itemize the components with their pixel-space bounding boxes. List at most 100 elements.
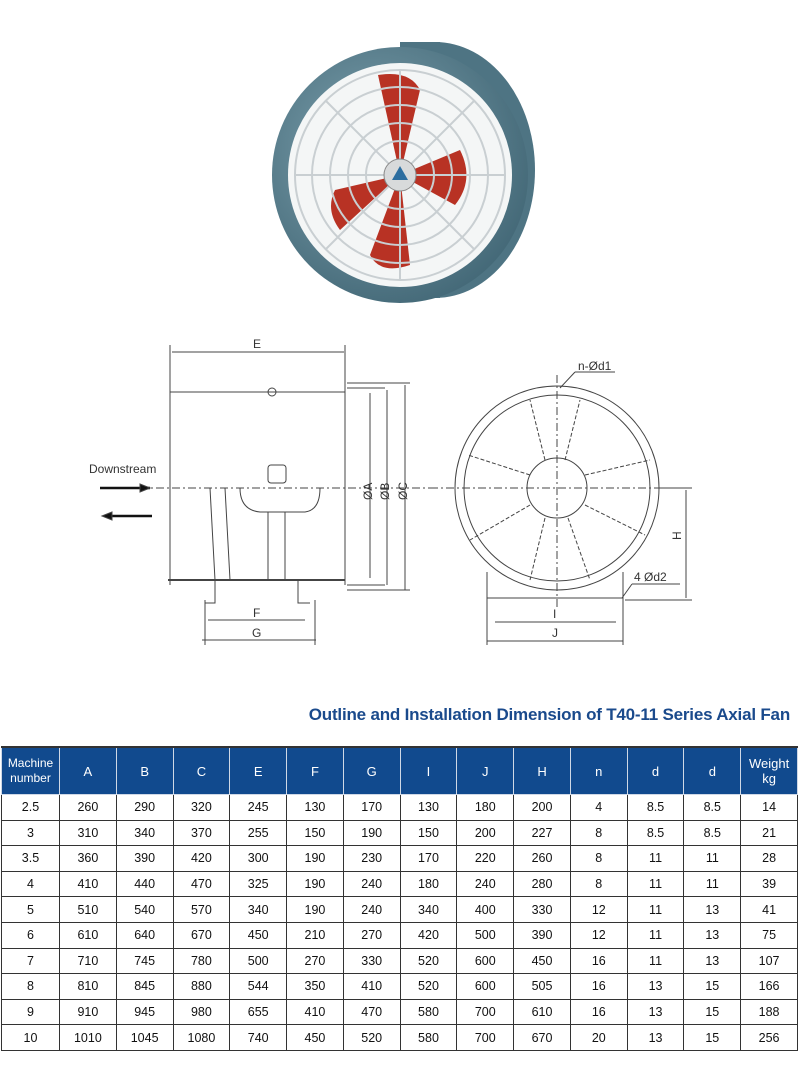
- table-cell: 255: [229, 819, 288, 847]
- table-cell: 190: [342, 819, 401, 847]
- table-cell: 810: [59, 973, 117, 1000]
- table-cell: 107: [740, 947, 798, 975]
- table-cell: 227: [513, 819, 571, 847]
- table-cell: 11: [626, 870, 685, 898]
- table-cell: 10: [1, 1024, 60, 1051]
- table-cell: 310: [59, 819, 117, 847]
- column-header: d: [683, 746, 742, 795]
- front-view: [430, 371, 692, 645]
- table-cell: 8.5: [626, 819, 685, 847]
- dim-label-e: E: [253, 337, 261, 351]
- column-header: J: [456, 746, 515, 795]
- table-cell: 200: [513, 794, 571, 821]
- table-cell: 700: [456, 1024, 515, 1051]
- table-cell: 4: [1, 870, 60, 898]
- table-cell: 390: [115, 845, 174, 872]
- side-view: [100, 345, 430, 645]
- table-cell: 180: [399, 870, 458, 898]
- table-cell: 180: [456, 794, 515, 821]
- table-cell: 500: [456, 921, 515, 949]
- table-cell: 2.5: [1, 794, 60, 821]
- table-cell: 8.5: [683, 819, 742, 847]
- table-cell: 170: [342, 794, 401, 821]
- table-cell: 450: [286, 1024, 344, 1051]
- table-cell: 610: [59, 921, 117, 949]
- dim-label-j: J: [552, 626, 558, 640]
- table-row: 9 910 945 980 655 410 470 580 700 610 16 13 15 188: [1, 998, 798, 1026]
- column-header: E: [229, 746, 288, 795]
- table-cell: 16: [569, 947, 628, 975]
- table-cell: 8.5: [626, 794, 685, 821]
- column-header: B: [115, 746, 174, 795]
- table-cell: 300: [229, 845, 288, 872]
- dim-label-i: I: [553, 607, 556, 621]
- table-cell: 500: [229, 947, 288, 975]
- table-cell: 945: [115, 998, 174, 1026]
- table-cell: 520: [342, 1024, 401, 1051]
- table-cell: 350: [286, 973, 344, 1000]
- table-cell: 256: [740, 1024, 798, 1051]
- table-cell: 240: [342, 870, 401, 898]
- table-cell: 410: [59, 870, 117, 898]
- column-header: F: [286, 746, 344, 795]
- table-row: 3.5 360 390 420 300 190 230 170 220 260 8 11 11 28: [1, 845, 798, 872]
- table-cell: 880: [172, 973, 231, 1000]
- table-cell: 845: [115, 973, 174, 1000]
- table-cell: 39: [740, 870, 798, 898]
- table-cell: 325: [229, 870, 288, 898]
- table-cell: 7: [1, 947, 60, 975]
- table-cell: 780: [172, 947, 231, 975]
- table-cell: 260: [59, 794, 117, 821]
- table-cell: 580: [399, 998, 458, 1026]
- table-cell: 360: [59, 845, 117, 872]
- table-cell: 13: [683, 896, 742, 923]
- table-cell: 8.5: [683, 794, 742, 821]
- table-cell: 340: [115, 819, 174, 847]
- table-cell: 170: [399, 845, 458, 872]
- table-cell: 6: [1, 921, 60, 949]
- table-cell: 600: [456, 947, 515, 975]
- table-cell: 340: [399, 896, 458, 923]
- table-cell: 470: [172, 870, 231, 898]
- table-cell: 41: [740, 896, 798, 923]
- table-cell: 270: [342, 921, 401, 949]
- column-header: n: [569, 746, 628, 795]
- table-cell: 410: [286, 998, 344, 1026]
- table-cell: 3: [1, 819, 60, 847]
- dim-label-g: G: [252, 626, 261, 640]
- table-cell: 610: [513, 998, 571, 1026]
- axial-fan-photo: [272, 42, 535, 303]
- table-cell: 13: [626, 973, 685, 1000]
- table-cell: 130: [286, 794, 344, 821]
- table-cell: 220: [456, 845, 515, 872]
- table-cell: 240: [456, 870, 515, 898]
- table-cell: 450: [229, 921, 288, 949]
- column-header: H: [513, 746, 571, 795]
- table-cell: 600: [456, 973, 515, 1000]
- table-row: 5 510 540 570 340 190 240 340 400 330 12 11 13 41: [1, 896, 798, 923]
- table-cell: 11: [626, 921, 685, 949]
- table-cell: 670: [513, 1024, 571, 1051]
- table-cell: 11: [626, 845, 685, 872]
- table-cell: 11: [626, 947, 685, 975]
- table-cell: 13: [626, 1024, 685, 1051]
- table-cell: 640: [115, 921, 174, 949]
- table-cell: 580: [399, 1024, 458, 1051]
- table-cell: 15: [683, 973, 742, 1000]
- column-header: Weight kg: [740, 746, 798, 795]
- table-cell: 544: [229, 973, 288, 1000]
- table-cell: 28: [740, 845, 798, 872]
- table-cell: 505: [513, 973, 571, 1000]
- table-cell: 400: [456, 896, 515, 923]
- table-cell: 188: [740, 998, 798, 1026]
- column-header: d: [626, 746, 685, 795]
- table-cell: 1045: [115, 1024, 174, 1051]
- table-cell: 440: [115, 870, 174, 898]
- column-header: C: [172, 746, 231, 795]
- table-cell: 16: [569, 973, 628, 1000]
- column-header: I: [399, 746, 458, 795]
- table-cell: 330: [513, 896, 571, 923]
- dim-label-h: H: [670, 531, 684, 540]
